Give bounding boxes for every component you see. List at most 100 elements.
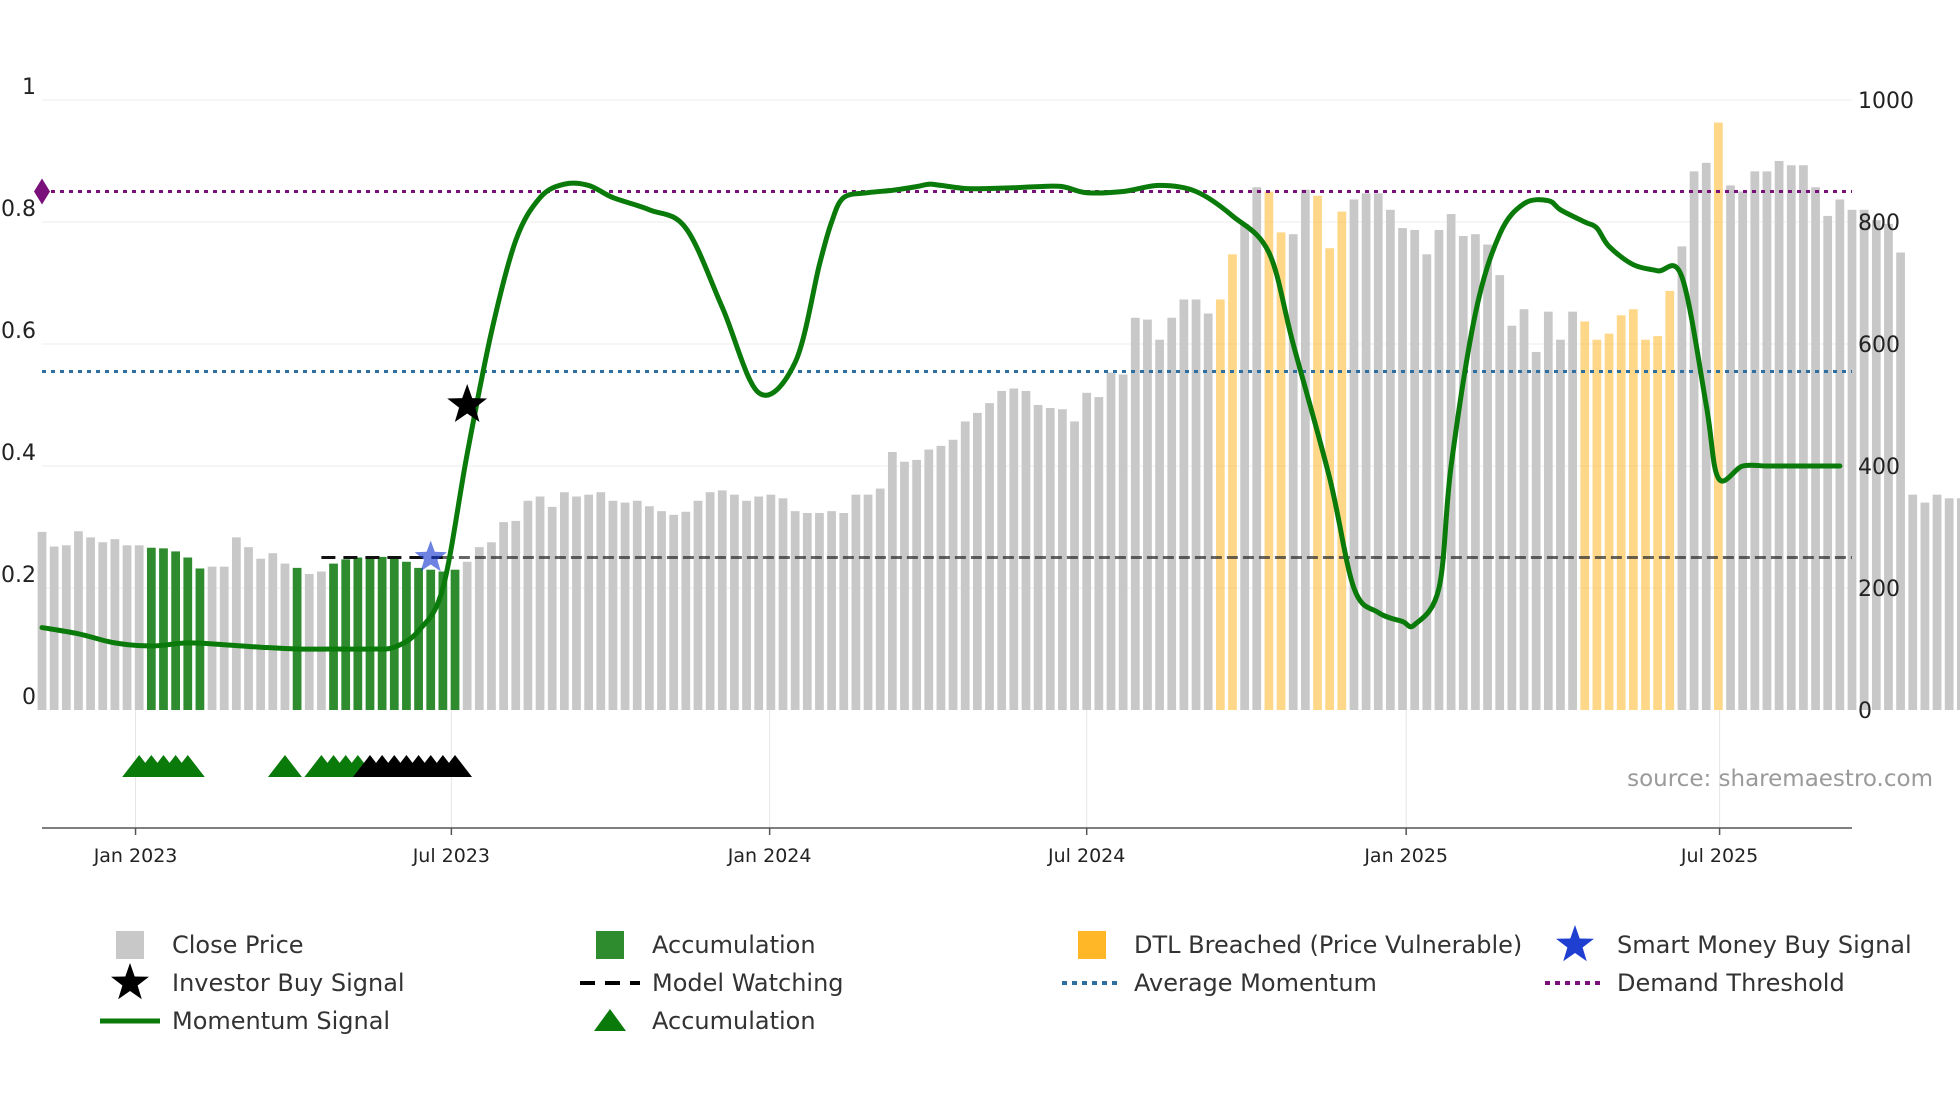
close-price-bar [1920, 502, 1930, 710]
close-price-bar [1422, 254, 1432, 710]
legend-label: Model Watching [652, 969, 844, 997]
close-price-bar [948, 439, 958, 710]
close-price-bar [1871, 220, 1881, 711]
close-price-bar [1531, 351, 1541, 710]
close-price-bar [887, 451, 897, 710]
close-price-bar [523, 500, 533, 710]
close-price-bar [1823, 215, 1833, 710]
close-price-bar [304, 573, 314, 710]
right-tick-label: 200 [1858, 577, 1900, 602]
close-price-bar [1021, 390, 1031, 710]
close-price-bar [207, 566, 217, 710]
dtl-breached-bar [1592, 339, 1602, 710]
close-price-bar [1859, 209, 1869, 711]
dtl-breached-bar [1337, 211, 1347, 710]
legend-label: Demand Threshold [1617, 969, 1845, 997]
close-price-bar [219, 566, 229, 710]
close-price-bar [1896, 252, 1905, 710]
close-price-bar [608, 500, 618, 710]
legend-item-accumulation_bar: Accumulation [596, 931, 816, 959]
x-tick-label: Jan 2023 [93, 845, 178, 867]
close-price-bar [1058, 409, 1067, 710]
close-price-bar [535, 496, 545, 710]
close-price-bar [1386, 209, 1395, 711]
close-price-bar [1361, 193, 1371, 710]
left-tick-label: 0 [22, 685, 36, 710]
close-price-bar [742, 500, 751, 710]
close-price-bar [632, 500, 642, 710]
legend-swatch [1556, 925, 1594, 962]
legend: Close Price Accumulation DTL Breached (Pri… [100, 925, 1912, 1035]
close-price-bar [717, 490, 727, 710]
close-price-bar [1519, 309, 1529, 710]
right-tick-label: 400 [1858, 455, 1900, 480]
close-price-bar [669, 514, 679, 710]
left-tick-label: 1 [22, 75, 36, 100]
accumulation-triangle-black [438, 755, 473, 777]
close-price-bar [474, 547, 484, 710]
accumulation-bar [146, 547, 156, 710]
legend-item-avg_momentum: Average Momentum [1062, 969, 1377, 997]
legend-swatch [596, 931, 624, 959]
close-price-bar [1009, 388, 1019, 710]
close-price-bar [875, 488, 885, 710]
close-price-bar [1045, 408, 1055, 710]
x-tick-label: Jan 2025 [1363, 845, 1448, 867]
legend-label: Close Price [172, 931, 304, 959]
close-price-bar [1932, 494, 1942, 710]
legend-label: Accumulation [652, 1007, 816, 1035]
close-price-bar [596, 492, 606, 710]
legend-label: Smart Money Buy Signal [1617, 931, 1912, 959]
close-price-bar [1543, 311, 1553, 710]
close-price-bar [499, 522, 508, 710]
close-price-bar [1956, 498, 1960, 710]
close-price-bar [256, 558, 266, 710]
close-price-bar [98, 542, 108, 710]
close-price-bar [1410, 229, 1420, 710]
close-price-bar [657, 511, 666, 710]
close-price-bar [462, 561, 472, 710]
dtl-breached-bar [1580, 321, 1590, 710]
close-price-bar [778, 498, 788, 710]
accumulation-bar [450, 569, 460, 710]
left-tick-label: 0.6 [1, 319, 36, 344]
close-price-bar [620, 502, 630, 710]
legend-item-investor_buy: Investor Buy Signal [111, 963, 405, 1000]
close-price-bar [487, 542, 496, 710]
close-price-bar [268, 553, 278, 710]
axes: Jan 2023 Jul 2023 Jan 2024 Jul 2024 Jan 2025… [1, 75, 1914, 867]
right-tick-label: 1000 [1858, 89, 1914, 114]
close-price-bar [1750, 171, 1760, 710]
close-price-bar [37, 531, 47, 710]
accumulation-bar [171, 551, 180, 710]
close-price-bar [900, 461, 909, 710]
close-price-bar [802, 512, 812, 710]
close-price-bar [280, 563, 290, 710]
close-price-bar [754, 496, 764, 710]
accumulation-bar [353, 557, 363, 710]
close-price-bar [1155, 339, 1164, 710]
accumulation-bar [414, 567, 423, 710]
accumulation-bar [389, 558, 399, 710]
legend-item-model_watching: Model Watching [580, 969, 844, 997]
dtl-breached-bar [1276, 232, 1286, 710]
dtl-breached-bar [1665, 290, 1675, 710]
close-price-bar [1847, 209, 1857, 711]
close-price-bar [1774, 161, 1784, 710]
x-tick-label: Jul 2024 [1047, 845, 1125, 867]
close-price-bar [244, 547, 253, 710]
bar-series [37, 122, 1960, 711]
legend-swatch [594, 1009, 626, 1031]
dtl-breached-bar [1228, 254, 1237, 710]
legend-swatch [111, 963, 149, 1000]
close-price-bar [790, 511, 800, 710]
accumulation-bar [365, 556, 375, 710]
left-tick-label: 0.2 [1, 563, 36, 588]
accumulation-bar [195, 568, 205, 710]
dtl-breached-bar [1264, 191, 1274, 710]
close-price-bar [231, 537, 241, 710]
dtl-breached-bar [1641, 339, 1650, 710]
close-price-bar [924, 449, 934, 710]
legend-item-demand_threshold: Demand Threshold [1545, 969, 1845, 997]
